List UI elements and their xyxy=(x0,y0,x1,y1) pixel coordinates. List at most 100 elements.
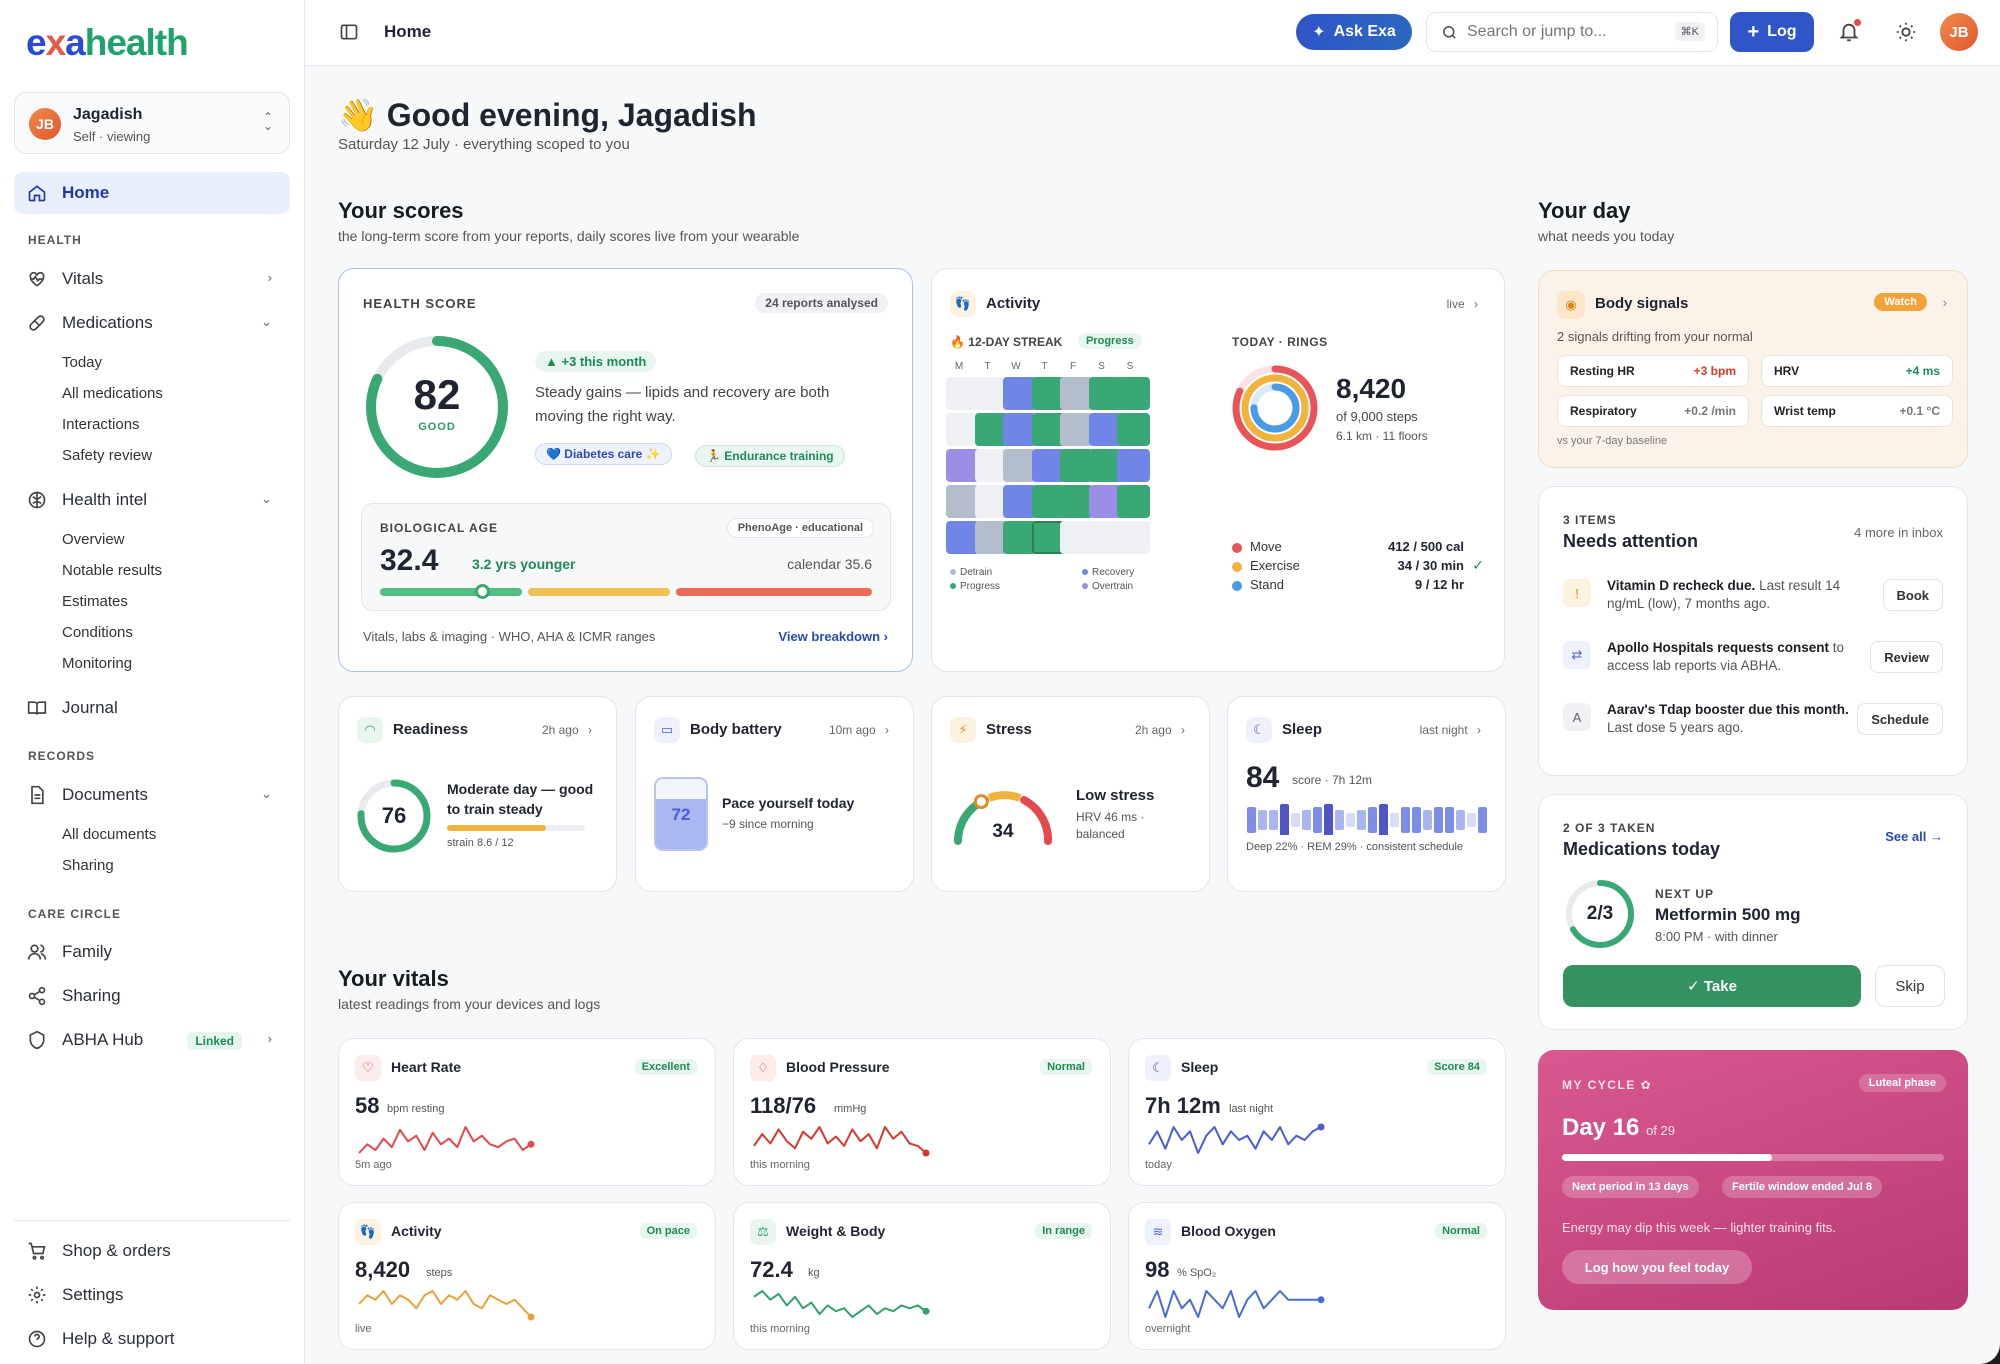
sidebar-item-family[interactable]: Family xyxy=(14,931,290,973)
sidebar: exahealth JB Jagadish Self · viewing ⌃ ⌄ … xyxy=(0,0,305,1364)
battery-desc: Pace yourself today xyxy=(722,795,855,811)
tag-diabetes-care[interactable]: 💙 Diabetes care ✨ xyxy=(535,443,672,465)
view-breakdown-link[interactable]: View breakdown › xyxy=(778,629,888,644)
shield-icon xyxy=(29,1030,45,1050)
cycle-progress-bar xyxy=(1562,1154,1944,1161)
more-in-inbox-link[interactable]: 4 more in inbox xyxy=(1854,525,1943,540)
sidebar-item-health-intel[interactable]: Health intel ⌄ xyxy=(14,479,290,521)
sidebar-item-journal[interactable]: Journal xyxy=(14,687,290,729)
sidebar-sub-safety-review[interactable]: Safety review xyxy=(62,447,153,464)
streak-cell xyxy=(1088,449,1122,482)
sidebar-toggle-icon[interactable] xyxy=(339,22,359,42)
vital-card[interactable]: ≋ Blood Oxygen Normal 98 % SpO₂ overnight xyxy=(1128,1202,1506,1350)
sleep-stage-bar xyxy=(1291,813,1300,827)
sleep-stage-bar xyxy=(1346,813,1355,827)
vital-card[interactable]: 👣 Activity On pace 8,420 steps live xyxy=(338,1202,716,1350)
sidebar-sub-conditions[interactable]: Conditions xyxy=(62,624,133,641)
chevron-right-icon: › xyxy=(267,270,272,285)
vitals-subtitle: latest readings from your devices and lo… xyxy=(338,996,601,1012)
body-signals-card[interactable]: ◉ Body signals Watch › 2 signals driftin… xyxy=(1538,270,1968,468)
user-avatar[interactable]: JB xyxy=(1940,13,1978,51)
legend-label: Recovery xyxy=(1092,567,1135,578)
health-score-card[interactable]: HEALTH SCORE 24 reports analysed 82 GOOD… xyxy=(338,268,913,672)
sidebar-item-sharing[interactable]: Sharing xyxy=(14,975,290,1017)
search-input[interactable] xyxy=(1467,21,1667,43)
sidebar-item-vitals[interactable]: Vitals › xyxy=(14,258,290,300)
sidebar-item-medications[interactable]: Medications ⌄ xyxy=(14,302,290,344)
vital-card[interactable]: ☾ Sleep Score 84 7h 12m last night today xyxy=(1128,1038,1506,1186)
legend-label: Overtrain xyxy=(1092,581,1134,592)
brand-logo[interactable]: exahealth xyxy=(26,22,189,63)
signal-tile[interactable]: Resting HR +3 bpm xyxy=(1557,355,1749,387)
vital-card[interactable]: ♢ Blood Pressure Normal 118/76 mmHg this morn… xyxy=(733,1038,1111,1186)
streak-cell xyxy=(1003,485,1036,518)
attention-text: Aarav's Tdap booster due this month. Las… xyxy=(1607,701,1857,737)
vital-title: Heart Rate xyxy=(391,1059,462,1075)
skip-button[interactable]: Skip xyxy=(1875,965,1945,1007)
sleep-score-card[interactable]: ☾ Sleep last night › 84 score · 7h 12m D… xyxy=(1227,696,1506,892)
signal-tile[interactable]: HRV +4 ms xyxy=(1761,355,1953,387)
signal-tile[interactable]: Respiratory +0.2 /min xyxy=(1557,395,1749,427)
readiness-card[interactable]: ◠ Readiness 2h ago › 76 Moderate day — g… xyxy=(338,696,617,892)
vital-unit: kg xyxy=(808,1267,820,1279)
search-box[interactable]: ⌘K xyxy=(1426,12,1718,52)
signal-tile[interactable]: Wrist temp +0.1 °C xyxy=(1761,395,1953,427)
book-button[interactable]: Book xyxy=(1882,579,1943,611)
streak-cell xyxy=(1060,485,1093,518)
biological-age-panel[interactable]: BIOLOGICAL AGE PhenoAge · educational 32… xyxy=(361,503,891,611)
sparkline-latest-point xyxy=(1317,1296,1325,1304)
activity-card[interactable]: 👣 Activity live › 🔥 12-DAY STREAK Progre… xyxy=(931,268,1505,672)
log-feeling-button[interactable]: Log how you feel today xyxy=(1562,1250,1752,1284)
sidebar-item-shop[interactable]: Shop & orders xyxy=(14,1230,290,1272)
log-button[interactable]: + Log xyxy=(1730,12,1814,52)
vital-card[interactable]: ♡ Heart Rate Excellent 58 bpm resting 5m ago xyxy=(338,1038,716,1186)
sidebar-sub-interactions[interactable]: Interactions xyxy=(62,416,140,433)
signal-name: Resting HR xyxy=(1570,364,1635,378)
sun-icon[interactable] xyxy=(1895,21,1917,43)
tag-endurance-training[interactable]: 🏃 Endurance training xyxy=(695,445,845,467)
sidebar-sub-today[interactable]: Today xyxy=(62,354,103,371)
profile-switcher[interactable]: JB Jagadish Self · viewing ⌃ ⌄ xyxy=(14,92,290,154)
sidebar-sub-notable-results[interactable]: Notable results xyxy=(62,562,163,579)
bio-age-label: BIOLOGICAL AGE xyxy=(380,521,499,535)
stress-card[interactable]: ⚡ Stress 2h ago › 34 Low stress HRV 46 m… xyxy=(931,696,1210,892)
vital-badge: Score 84 xyxy=(1427,1059,1487,1075)
sidebar-sub-doc-sharing[interactable]: Sharing xyxy=(62,857,114,874)
sidebar-item-abha-hub[interactable]: ABHA Hub Linked › xyxy=(14,1019,290,1061)
health-score-label: HEALTH SCORE xyxy=(363,296,477,311)
sidebar-item-home[interactable]: Home xyxy=(14,172,290,214)
sidebar-item-settings[interactable]: Settings xyxy=(14,1274,290,1316)
ask-exa-button[interactable]: ✦ Ask Exa xyxy=(1296,14,1412,50)
chevron-updown-icon: ⌃ ⌄ xyxy=(262,110,273,133)
legend-dot xyxy=(950,583,956,589)
help-icon xyxy=(28,1330,46,1348)
sidebar-sub-all-documents[interactable]: All documents xyxy=(62,826,157,843)
stress-value: 34 xyxy=(992,821,1014,842)
sidebar-item-help[interactable]: Help & support xyxy=(14,1318,290,1360)
phenoage-badge: PhenoAge · educational xyxy=(726,518,874,538)
stress-sub: HRV 46 ms · balanced xyxy=(1076,810,1145,841)
readiness-desc: Moderate day — good to train steady xyxy=(447,781,594,817)
strain-bar xyxy=(447,825,585,831)
schedule-button[interactable]: Schedule xyxy=(1857,703,1943,735)
medications-today-card: 2 OF 3 TAKEN Medications today See all →… xyxy=(1538,794,1968,1030)
vital-badge: Normal xyxy=(1435,1223,1487,1239)
attention-count: 3 ITEMS xyxy=(1563,513,1617,527)
take-button[interactable]: ✓ Take xyxy=(1563,965,1861,1007)
sidebar-sub-overview[interactable]: Overview xyxy=(62,531,125,548)
attention-detail: to access lab reports via ABHA. xyxy=(1607,640,1845,673)
health-score-footer: Vitals, labs & imaging · WHO, AHA & ICMR… xyxy=(363,629,656,644)
sidebar-sub-all-medications[interactable]: All medications xyxy=(62,385,163,402)
cycle-card[interactable]: MY CYCLE ✿ Luteal phase Day 16 of 29 Nex… xyxy=(1538,1050,1968,1310)
bell-icon[interactable] xyxy=(1838,21,1860,43)
sidebar-item-documents[interactable]: Documents ⌄ xyxy=(14,774,290,816)
streak-cell xyxy=(1088,521,1122,554)
vital-value: 118/76 xyxy=(750,1093,817,1118)
vital-card[interactable]: ⚖ Weight & Body In range 72.4 kg this morning xyxy=(733,1202,1111,1350)
sidebar-sub-estimates[interactable]: Estimates xyxy=(62,593,128,610)
sidebar-sub-monitoring[interactable]: Monitoring xyxy=(62,655,133,672)
body-battery-card[interactable]: ▭ Body battery 10m ago › 72 Pace yoursel… xyxy=(635,696,914,892)
home-icon xyxy=(28,185,46,202)
review-button[interactable]: Review xyxy=(1870,641,1943,673)
see-all-link[interactable]: See all → xyxy=(1885,829,1943,844)
